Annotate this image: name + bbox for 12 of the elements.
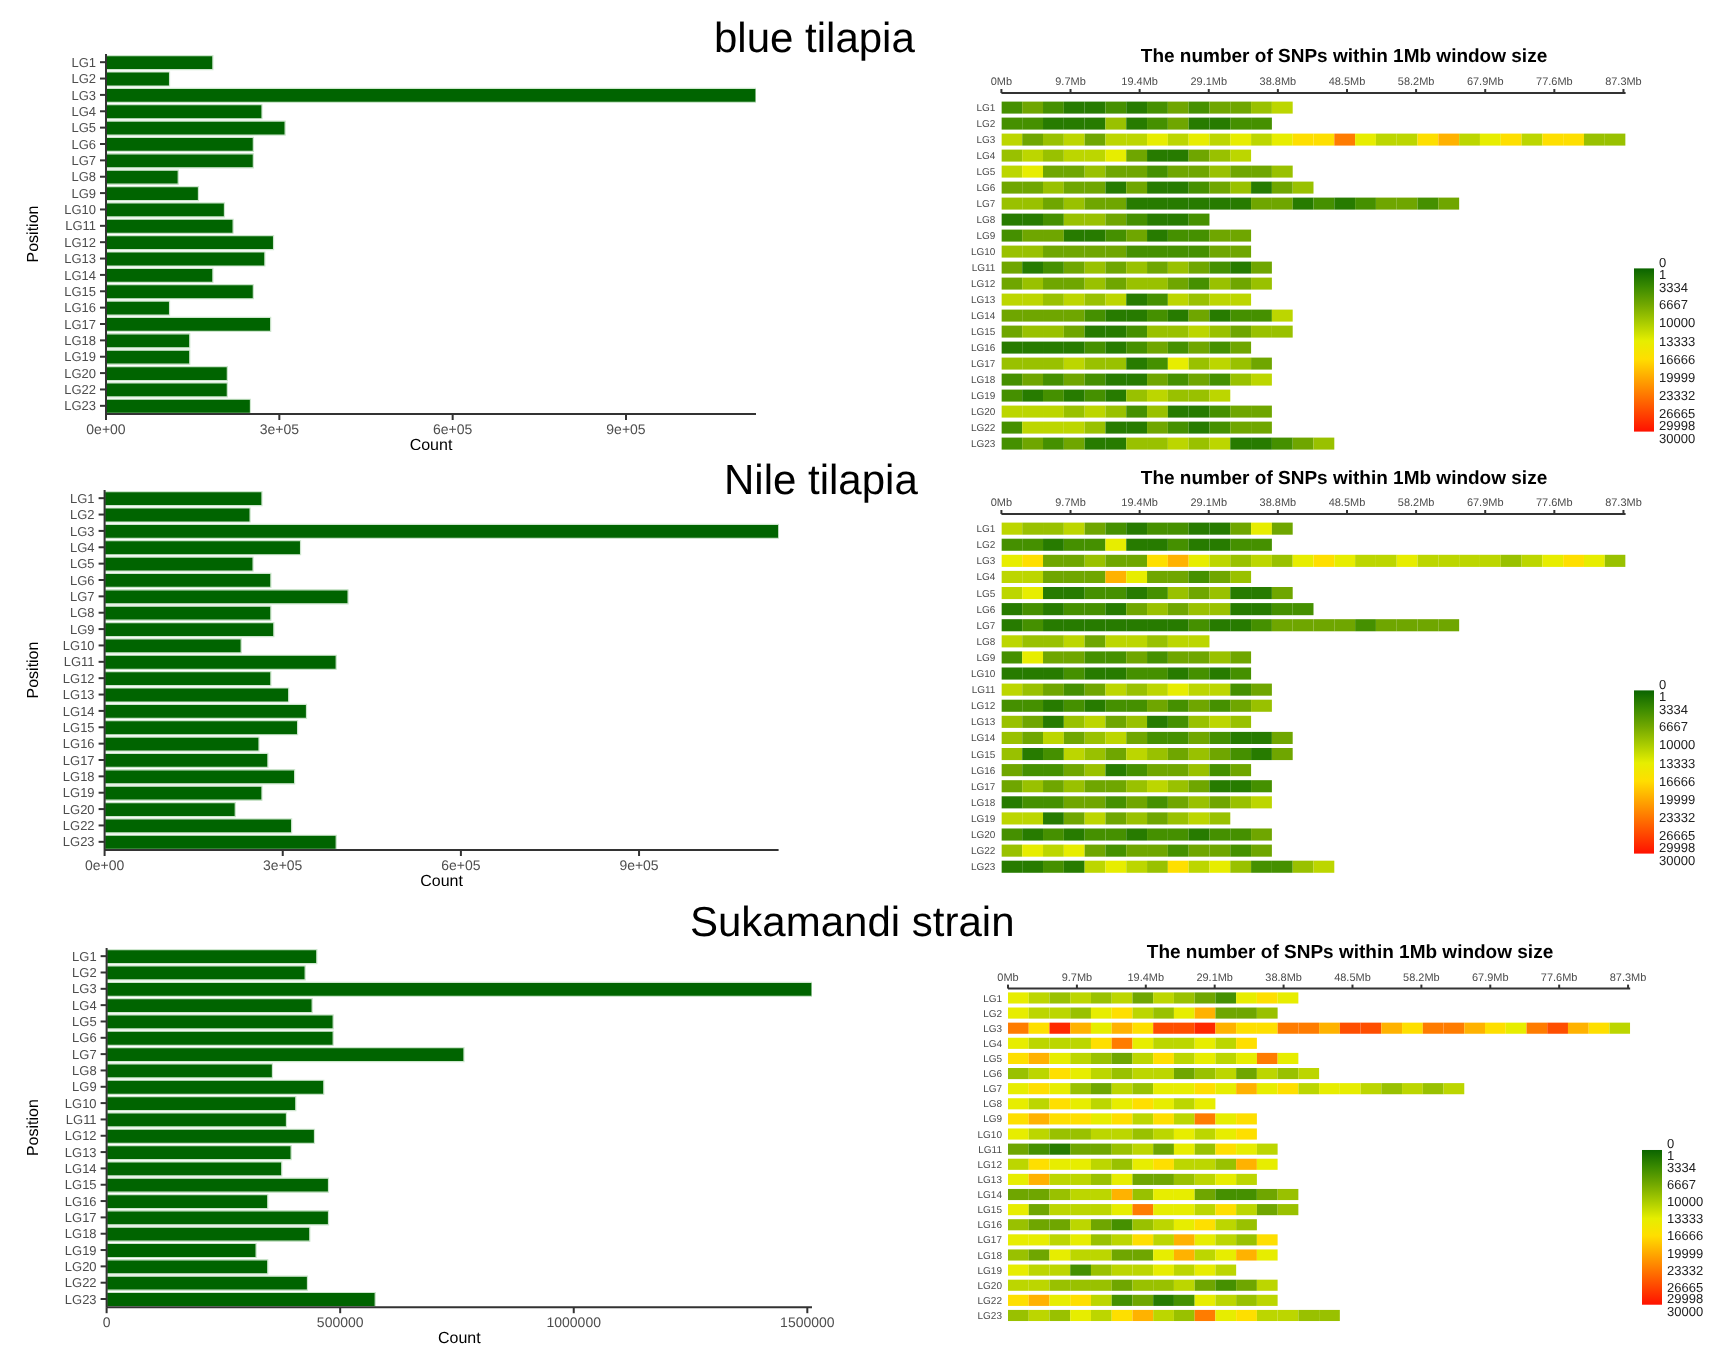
x-axis-title: Count: [409, 436, 454, 454]
x-axis-title: Count: [420, 872, 465, 890]
chart-title: The number of SNPs within 1Mb window size: [1140, 45, 1548, 67]
y-axis-title: Position: [23, 205, 42, 263]
chart-title: The number of SNPs within 1Mb window size: [1140, 468, 1548, 490]
y-axis-title: Position: [23, 641, 42, 699]
chart-title: Nile tilapia: [724, 458, 918, 505]
chart-title: Sukamandi strain: [690, 900, 1015, 947]
chart-title: The number of SNPs within 1Mb window size: [1146, 942, 1554, 964]
chart-title: blue tilapia: [714, 16, 915, 63]
x-axis-title: Count: [437, 1329, 483, 1346]
y-axis-title: Position: [23, 1099, 42, 1157]
